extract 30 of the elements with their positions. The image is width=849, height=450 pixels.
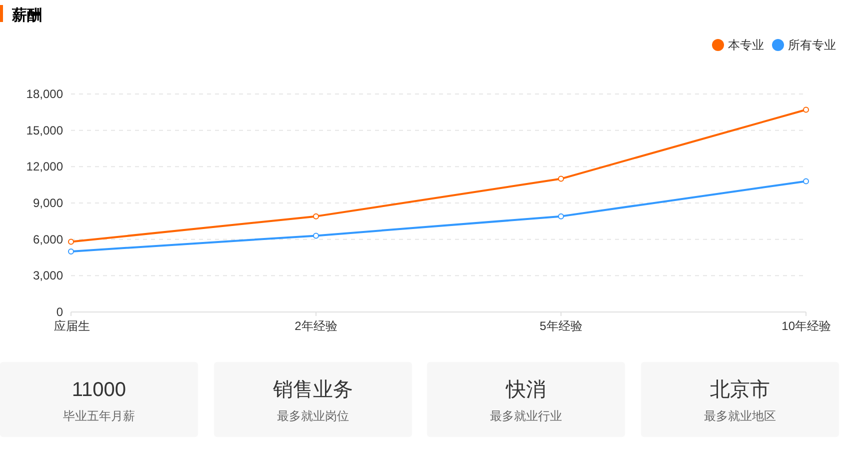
y-tick-label: 15,000 bbox=[26, 123, 64, 138]
legend-label: 本专业 bbox=[728, 38, 764, 52]
chart-title: 薪酬 bbox=[11, 7, 42, 24]
point bbox=[803, 178, 809, 184]
y-tick-label: 12,000 bbox=[26, 160, 64, 174]
y-tick-label: 6,000 bbox=[32, 232, 64, 246]
text: 最多就业行业 bbox=[489, 408, 563, 424]
text: 最多就业地区 bbox=[703, 408, 777, 424]
point bbox=[68, 248, 74, 254]
y-tick-label: 18,000 bbox=[26, 87, 64, 101]
y-tick-label: 0 bbox=[56, 305, 64, 319]
x-tick-label: 5年经验 bbox=[540, 319, 582, 333]
x-tick-label: 10年经验 bbox=[782, 319, 831, 333]
point bbox=[558, 176, 564, 182]
point bbox=[558, 213, 564, 220]
x-tick-label: 2年经验 bbox=[294, 319, 338, 333]
text: 快消 bbox=[504, 378, 547, 402]
text: 11000 bbox=[70, 378, 128, 402]
text: 销售业务 bbox=[272, 378, 354, 402]
text: 毕业五年月薪 bbox=[62, 408, 136, 424]
point bbox=[313, 232, 319, 239]
y-tick-label: 9,000 bbox=[32, 196, 64, 210]
text: 北京市 bbox=[709, 378, 771, 402]
text: 最多就业岗位 bbox=[276, 408, 350, 424]
point bbox=[313, 213, 319, 220]
y-tick-label: 3,000 bbox=[32, 268, 64, 283]
point bbox=[803, 106, 809, 113]
point bbox=[68, 238, 74, 245]
legend-label: 所有专业 bbox=[788, 38, 836, 52]
x-tick-label: 应届生 bbox=[54, 319, 90, 333]
